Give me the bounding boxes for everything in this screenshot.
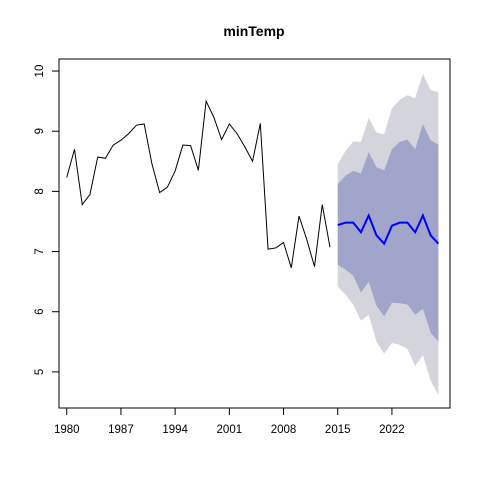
x-tick-label: 2015: [325, 424, 351, 436]
history-line: [66, 99, 331, 268]
x-tick-label: 1994: [162, 424, 188, 436]
plot-frame: [58, 58, 451, 409]
y-tick-label: 5: [34, 369, 46, 375]
series-lines: [66, 99, 440, 268]
x-tick-label: 2001: [217, 424, 243, 436]
x-tick-label: 2022: [379, 424, 405, 436]
forecast-line: [337, 212, 440, 246]
y-tick-label: 6: [34, 309, 46, 315]
x-tick-label: 2008: [271, 424, 297, 436]
x-tick-label: 1980: [54, 424, 80, 436]
y-tick-label: 8: [34, 188, 46, 194]
y-tick-label: 9: [34, 128, 46, 134]
chart-title: minTemp: [223, 23, 284, 39]
y-tick-label: 7: [34, 248, 46, 254]
x-tick-label: 1987: [108, 424, 134, 436]
y-tick-label: 10: [34, 65, 46, 78]
